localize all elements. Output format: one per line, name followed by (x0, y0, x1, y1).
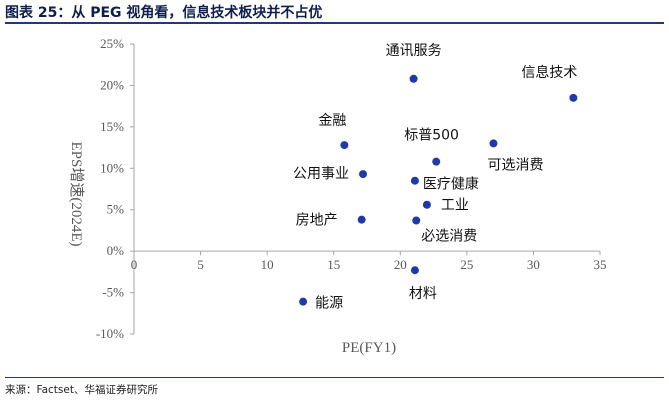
x-tick-label: 25 (460, 257, 473, 272)
y-tick-label: 15% (100, 119, 124, 134)
y-tick-label: 5% (107, 202, 125, 217)
x-tick-label: 35 (594, 257, 607, 272)
chart-axes (130, 43, 601, 335)
data-point (422, 200, 431, 209)
y-tick-label: 0% (107, 243, 125, 258)
point-label: 房地产 (296, 213, 338, 229)
data-point (299, 297, 308, 306)
point-label: 必选消费 (421, 228, 477, 244)
point-label: 金融 (318, 113, 346, 129)
data-point (432, 157, 441, 166)
scatter-chart: 25% 20% 15% 10% 5% 0% -5% -10% 0 5 10 15 20 25 30 35 通讯… (68, 36, 607, 356)
point-label: 能源 (315, 296, 343, 312)
y-tick-label: -10% (96, 326, 124, 341)
point-label: 工业 (441, 198, 469, 214)
x-tick-label: 10 (261, 257, 274, 272)
x-tick-label: 15 (327, 257, 340, 272)
data-point (410, 266, 419, 275)
data-point (489, 139, 498, 148)
x-tick-label: 5 (197, 257, 204, 272)
data-point (357, 215, 366, 224)
y-axis-label: EPS增速(2024E) (68, 141, 85, 246)
point-label: 通讯服务 (386, 43, 442, 59)
data-point (409, 74, 418, 83)
point-label: 可选消费 (487, 157, 543, 173)
data-point (340, 141, 349, 150)
data-point (412, 216, 421, 225)
title-rule (5, 22, 664, 24)
point-label: 材料 (409, 286, 437, 302)
y-tick-label: 25% (100, 36, 124, 51)
x-tick-label: 30 (527, 257, 540, 272)
figure-title: 图表 25：从 PEG 视角看，信息技术板块并不占优 (5, 5, 323, 21)
data-point (359, 170, 368, 179)
data-point (569, 93, 578, 102)
point-label: 公用事业 (293, 166, 349, 182)
x-axis-label: PE(FY1) (342, 340, 396, 356)
tick-labels: 25% 20% 15% 10% 5% 0% -5% -10% 0 5 10 15 20 25 30 35 (96, 36, 607, 341)
x-tick-label: 20 (394, 257, 407, 272)
point-label: 标普500 (404, 128, 459, 144)
footer-rule (5, 377, 664, 378)
y-tick-label: -5% (102, 285, 124, 300)
x-tick-label: 0 (131, 257, 138, 272)
y-tick-label: 20% (100, 77, 124, 92)
y-tick-label: 10% (100, 160, 124, 175)
data-point (410, 176, 419, 185)
point-label: 信息技术 (521, 64, 577, 81)
source-note: 来源：Factset、华福证券研究所 (5, 384, 158, 396)
data-points (299, 74, 578, 306)
point-label: 医疗健康 (423, 176, 479, 193)
